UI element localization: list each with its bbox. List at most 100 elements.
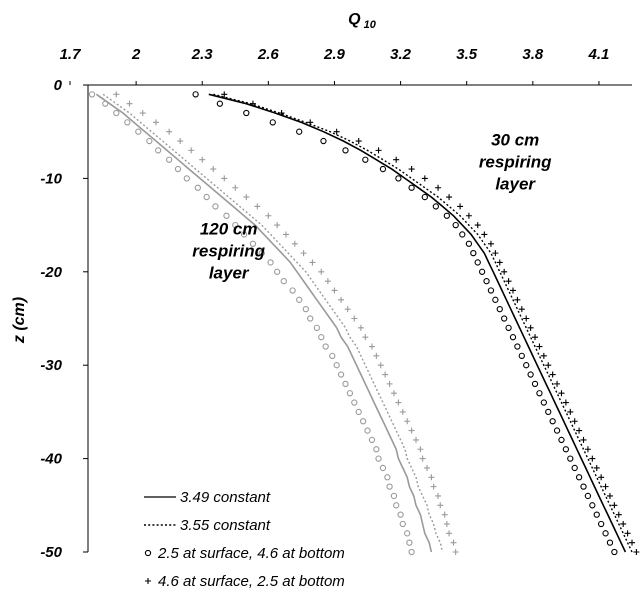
data-point-plus (435, 184, 442, 191)
data-point-plus (382, 371, 389, 378)
data-point-plus (567, 408, 574, 415)
data-point-plus (318, 268, 325, 275)
data-point-circle (113, 109, 120, 117)
data-point-circle (496, 306, 503, 313)
data-point-plus (633, 549, 640, 555)
data-point-circle (470, 249, 477, 257)
data-point-plus (188, 147, 195, 154)
data-point-plus (532, 334, 539, 341)
data-point-circle (597, 520, 605, 528)
data-point-circle (232, 221, 239, 229)
data-point-circle (368, 436, 376, 444)
data-point-plus (554, 380, 561, 387)
data-point-circle (359, 418, 367, 425)
data-point-plus (527, 324, 534, 331)
data-point-circle (549, 418, 556, 425)
data-point-circle (390, 492, 398, 500)
data-point-plus (580, 436, 587, 443)
data-point-circle (280, 277, 287, 285)
data-point-circle (386, 483, 393, 490)
data-point-circle (505, 324, 512, 331)
data-point-circle (216, 100, 224, 107)
data-point-circle (223, 212, 230, 219)
data-point-plus (254, 203, 261, 210)
data-point-circle (88, 91, 96, 98)
data-point-plus (309, 259, 316, 266)
data-point-circle (593, 511, 600, 518)
data-point-circle (443, 212, 451, 219)
data-point-plus (139, 110, 146, 117)
data-point-circle (397, 511, 404, 518)
data-point-plus (505, 278, 512, 285)
data-point-plus (386, 380, 393, 387)
x-axis-title-main: Q (348, 11, 361, 28)
legend-swatch-circle-marker (144, 549, 152, 557)
data-point-circle (611, 548, 618, 556)
data-point-plus (450, 539, 457, 546)
data-point-plus (377, 362, 384, 369)
data-point-plus (278, 110, 285, 117)
x-tick-label: 1.7 (60, 46, 82, 63)
data-point-plus (300, 250, 307, 257)
data-point-plus (446, 530, 453, 537)
data-point-circle (562, 446, 570, 453)
layer-annotation-line: 120 cm (200, 219, 258, 238)
data-point-circle (492, 296, 499, 303)
data-point-plus (421, 175, 428, 182)
data-point-plus (514, 296, 521, 303)
data-point-circle (545, 408, 552, 416)
data-point-circle (514, 343, 521, 350)
data-point-plus (437, 502, 444, 509)
data-point-circle (487, 287, 495, 294)
data-point-plus (571, 418, 578, 425)
data-point-circle (337, 371, 345, 378)
data-point-circle (192, 91, 199, 98)
data-point-plus (629, 539, 635, 546)
data-point-plus (221, 91, 228, 98)
data-point-plus (576, 427, 583, 434)
data-point-circle (536, 390, 543, 397)
data-point-circle (342, 147, 349, 154)
data-point-circle (501, 315, 508, 322)
data-point-circle (302, 306, 309, 313)
data-point-plus (355, 138, 362, 145)
y-tick-label: -40 (40, 451, 62, 468)
y-tick-label: 0 (54, 77, 63, 94)
data-point-plus (536, 343, 543, 350)
data-point-circle (307, 315, 314, 322)
data-point-plus (589, 455, 596, 462)
data-point-plus (501, 268, 508, 275)
data-point-plus (393, 156, 400, 163)
data-point-circle (518, 352, 525, 360)
data-point-plus (368, 343, 375, 350)
data-point-plus (249, 100, 256, 107)
data-point-circle (274, 268, 281, 275)
data-point-plus (344, 306, 351, 313)
data-point-circle (465, 240, 473, 247)
data-point-circle (322, 343, 329, 350)
series-points-circle-30cm (192, 91, 618, 556)
layer-annotation-line: layer (209, 263, 250, 282)
data-point-circle (509, 334, 517, 341)
data-point-plus (430, 483, 437, 490)
data-point-plus (465, 212, 472, 219)
data-point-circle (243, 109, 250, 117)
data-point-circle (333, 362, 340, 369)
series-line-solid-120cm (95, 93, 433, 553)
data-point-plus (243, 194, 250, 201)
data-point-circle (384, 474, 391, 481)
data-point-plus (390, 390, 397, 397)
data-point-circle (329, 352, 336, 360)
x-axis-title-subscript: 10 (364, 19, 377, 31)
y-axis-title: z (cm) (11, 297, 28, 344)
series-line-dotted-120cm (102, 93, 444, 553)
data-point-circle (567, 455, 574, 462)
data-point-circle (258, 249, 265, 257)
data-point-plus (523, 315, 530, 322)
x-tick-label: 2.6 (257, 46, 280, 63)
data-point-circle (404, 530, 411, 537)
data-point-circle (393, 502, 400, 509)
x-tick-label: 4.1 (588, 46, 610, 63)
data-point-plus (518, 306, 525, 313)
